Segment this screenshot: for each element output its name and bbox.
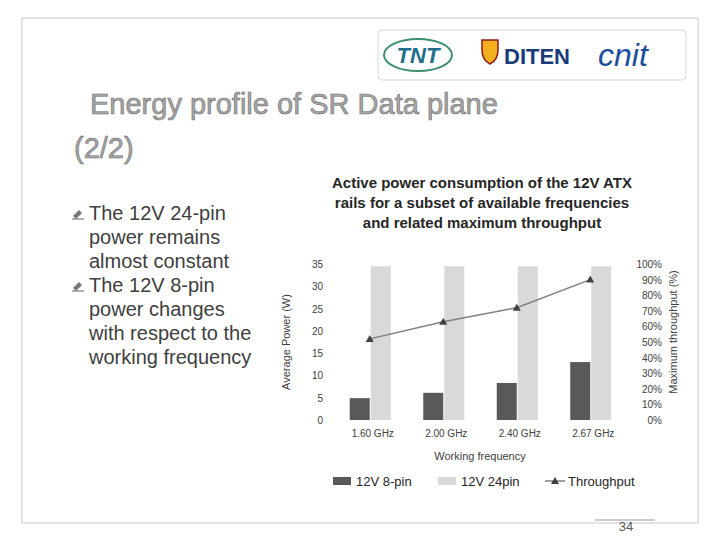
bullet-text: working frequency [88,346,251,368]
bullet-icon [73,282,82,291]
legend-swatch [551,477,559,484]
logo-shield [482,40,498,64]
bar [350,398,370,420]
y2-tick-label: 80% [642,290,662,301]
y2-tick [627,388,630,389]
y2-tick-label: 70% [642,306,662,317]
bar [423,393,443,420]
x-axis-title: Working frequency [434,450,526,462]
bullet-text: power changes [89,298,225,320]
y2-tick [627,342,630,343]
y-tick [330,264,333,265]
y-tick [330,308,333,309]
x-tick-label: 2.40 GHz [499,428,541,439]
y2-tick [627,420,630,421]
y-tick-label: 10 [312,370,324,381]
x-tick-label: 2.00 GHz [425,428,467,439]
y2-tick [627,357,630,358]
y2-tick-label: 50% [642,337,662,348]
y2-axis-title: Maximum throughput (%) [667,270,679,394]
bar [444,266,464,420]
logo-strip [378,30,686,80]
slide-title: Energy profile of SR Data plane [90,88,498,120]
slide-title: (2/2) [74,132,134,164]
bar [371,266,391,420]
bar [591,266,611,420]
marker [439,318,447,325]
chart-title: rails for a subset of available frequenc… [335,194,629,211]
y2-tick-label: 0% [648,415,663,426]
page-rule [595,520,655,521]
marker [586,276,594,283]
bar [518,266,538,420]
y2-tick-label: 60% [642,321,662,332]
legend-label: Throughput [568,474,635,489]
y-tick [330,353,333,354]
y2-tick [627,404,630,405]
line [370,280,591,339]
bullet-icon [72,210,84,219]
bullet-text: The 12V 8-pin [89,274,215,296]
chart-title: and related maximum throughput [363,214,601,231]
bullet-icon [72,218,84,219]
y-tick [330,397,333,398]
x-tick-label: 1.60 GHz [352,428,394,439]
y2-tick-label: 10% [642,399,662,410]
y-tick [330,330,333,331]
bar [570,362,590,420]
y-tick [330,286,333,287]
y2-tick-label: 40% [642,353,662,364]
y-tick-label: 30 [312,281,324,292]
page-number: 34 [619,519,633,534]
chart-title: Active power consumption of the 12V ATX [332,174,632,191]
y-tick-label: 0 [317,415,323,426]
marker [366,335,374,342]
y-tick [330,420,333,421]
y2-tick-label: 20% [642,384,662,395]
bullet-text: almost constant [89,250,230,272]
bullet-icon [72,290,84,291]
y-tick-label: 15 [312,348,324,359]
bullet-icon [72,282,84,291]
y-tick-label: 20 [312,326,324,337]
logo-ring [384,39,452,71]
y-tick-label: 5 [317,393,323,404]
y2-tick [627,373,630,374]
plot-area [350,266,612,420]
y2-tick-label: 30% [642,368,662,379]
bullet-text: power remains [89,226,220,248]
y2-tick [627,279,630,280]
slide-frame [22,18,698,523]
y2-tick-label: 90% [642,275,662,286]
y2-tick [627,295,630,296]
logo-text: DITEN [504,44,570,69]
slide: TNT DITEN cnit Energy profile of SR Data pl… [0,0,720,540]
logo-text: cnit [598,37,649,73]
y2-tick [627,264,630,265]
legend-swatch [438,477,456,485]
y-axis-title: Average Power (W) [280,294,292,390]
y-tick-label: 35 [312,259,324,270]
y-tick [330,375,333,376]
y2-tick [627,310,630,311]
x-tick-label: 2.67 GHz [572,428,614,439]
bar [497,383,517,420]
logo-text: TNT [397,43,441,68]
y-tick-label: 25 [312,304,324,315]
legend-swatch [333,477,351,485]
y2-tick-label: 100% [636,259,662,270]
legend-label: 12V 8-pin [356,474,412,489]
y2-tick [627,326,630,327]
marker [513,304,521,311]
bullet-text: with respect to the [88,322,251,344]
bullet-icon [73,210,82,219]
bullet-text: The 12V 24-pin [89,202,226,224]
legend-label: 12V 24pin [461,474,520,489]
